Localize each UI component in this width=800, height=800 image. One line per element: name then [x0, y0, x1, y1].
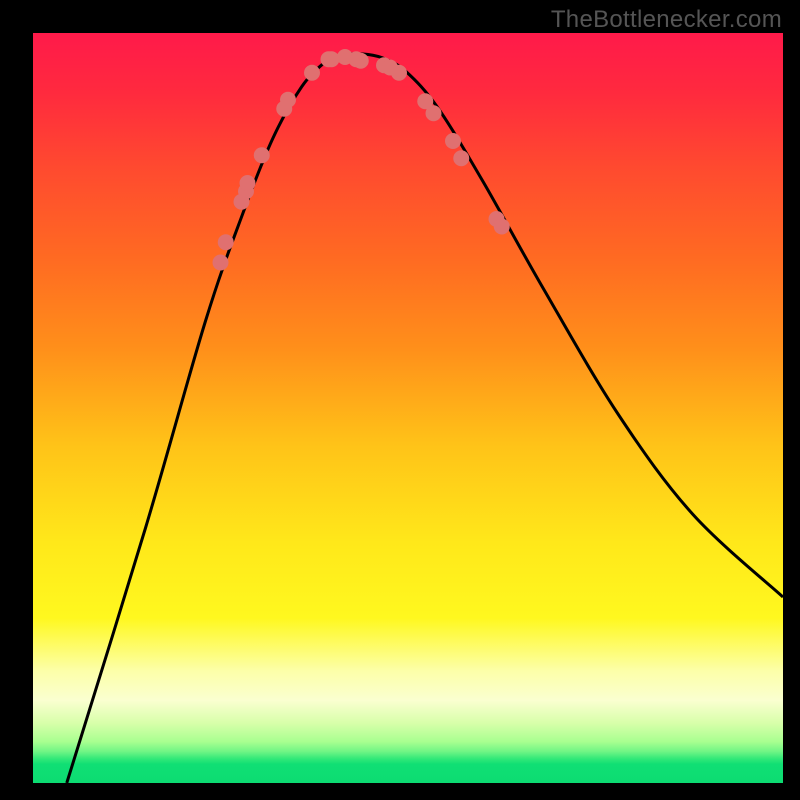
data-point [254, 147, 270, 163]
data-point [280, 92, 296, 108]
data-point [304, 65, 320, 81]
bottleneck-plot [0, 0, 800, 800]
data-point [240, 175, 256, 191]
data-point [494, 219, 510, 235]
data-point [445, 133, 461, 149]
watermark-text: TheBottlenecker.com [551, 6, 782, 34]
data-point [426, 105, 442, 121]
plot-background [33, 33, 783, 783]
data-point [213, 255, 229, 271]
data-point [353, 53, 369, 69]
chart-container: TheBottlenecker.com [0, 0, 800, 800]
data-point [453, 150, 469, 166]
data-point [391, 65, 407, 81]
data-point [324, 51, 340, 67]
data-point [218, 234, 234, 250]
